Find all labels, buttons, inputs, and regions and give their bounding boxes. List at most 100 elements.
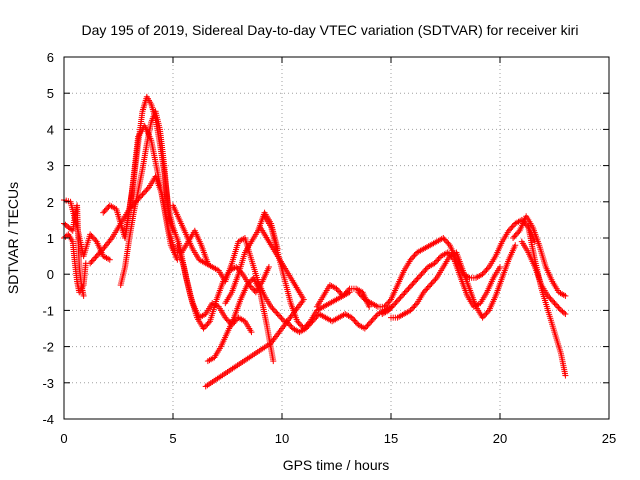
data-point [398,292,405,299]
data-point [89,234,96,241]
data-point [405,285,412,292]
data-point [336,288,343,295]
data-point [544,292,551,299]
data-point [484,265,491,272]
data-point [394,297,401,304]
y-tick-label: -3 [42,376,54,391]
data-point [372,313,379,320]
data-point [257,224,264,231]
data-point [417,272,424,279]
data-point [408,255,415,262]
data-point [431,260,438,267]
data-point [139,191,146,198]
data-point [435,255,442,262]
data-point [367,319,374,326]
data-point [98,247,105,254]
y-tick-label: -2 [42,340,54,355]
data-point [275,312,282,319]
data-point [548,297,555,304]
data-point [480,269,487,276]
x-tick-label: 20 [493,431,507,446]
data-point [411,303,418,310]
data-point [411,278,418,285]
data-point [512,232,519,239]
data-point [555,304,562,311]
data-point [204,321,211,328]
x-axis-label: GPS time / hours [283,457,390,473]
data-point [511,233,518,240]
data-point [432,276,439,283]
data-point [562,292,569,299]
data-point [385,307,392,314]
data-point [413,276,420,283]
data-point [400,291,407,298]
data-point [357,292,364,299]
data-point [396,295,403,302]
data-point [419,269,426,276]
data-point [265,263,272,270]
data-point [269,305,276,312]
data-point [87,231,94,238]
data-point [174,256,181,263]
data-point [510,235,517,241]
data-point [312,315,319,322]
data-point [415,274,422,281]
data-point [233,263,240,270]
y-tick-label: 5 [47,86,54,101]
data-point [361,325,368,332]
data-point [387,305,394,312]
data-point [397,294,404,301]
data-point [409,281,416,288]
data-point [444,239,451,246]
data-point [384,300,391,307]
data-point [546,294,553,301]
data-point [482,311,489,318]
data-point [562,311,569,318]
data-point [406,284,413,291]
data-point [348,314,355,321]
data-point [551,300,558,307]
data-point [244,282,251,289]
y-tick-label: 3 [47,159,54,174]
data-point [97,248,104,255]
data-point [92,237,99,244]
data-point [287,322,294,329]
data-point [305,322,312,329]
data-point [203,322,210,329]
data-point [356,290,363,297]
data-point [355,289,362,296]
data-point [482,268,489,275]
data-point [100,209,107,216]
data-point [381,303,388,310]
data-point [418,271,425,278]
data-point [272,308,279,315]
data-point [441,236,448,243]
data-point [106,256,113,263]
data-point [343,288,350,295]
data-point [142,188,149,195]
data-point [556,305,563,312]
data-point [92,254,99,261]
data-point [509,223,516,230]
data-point [201,324,208,331]
data-point [480,313,487,320]
data-point [223,316,230,323]
data-point [93,253,100,260]
data-point [414,275,421,282]
data-point [407,307,414,314]
data-point [550,298,557,305]
data-point [515,229,522,236]
data-point [224,317,231,324]
data-point [410,253,417,260]
data-point [345,287,352,294]
data-point [80,292,87,299]
data-point [89,257,96,264]
data-point [440,235,447,241]
x-tick-label: 0 [60,431,67,446]
data-point [424,284,431,291]
data-point [222,314,229,321]
x-tick-label: 25 [602,431,616,446]
data-point [420,289,427,296]
data-point [432,258,439,265]
